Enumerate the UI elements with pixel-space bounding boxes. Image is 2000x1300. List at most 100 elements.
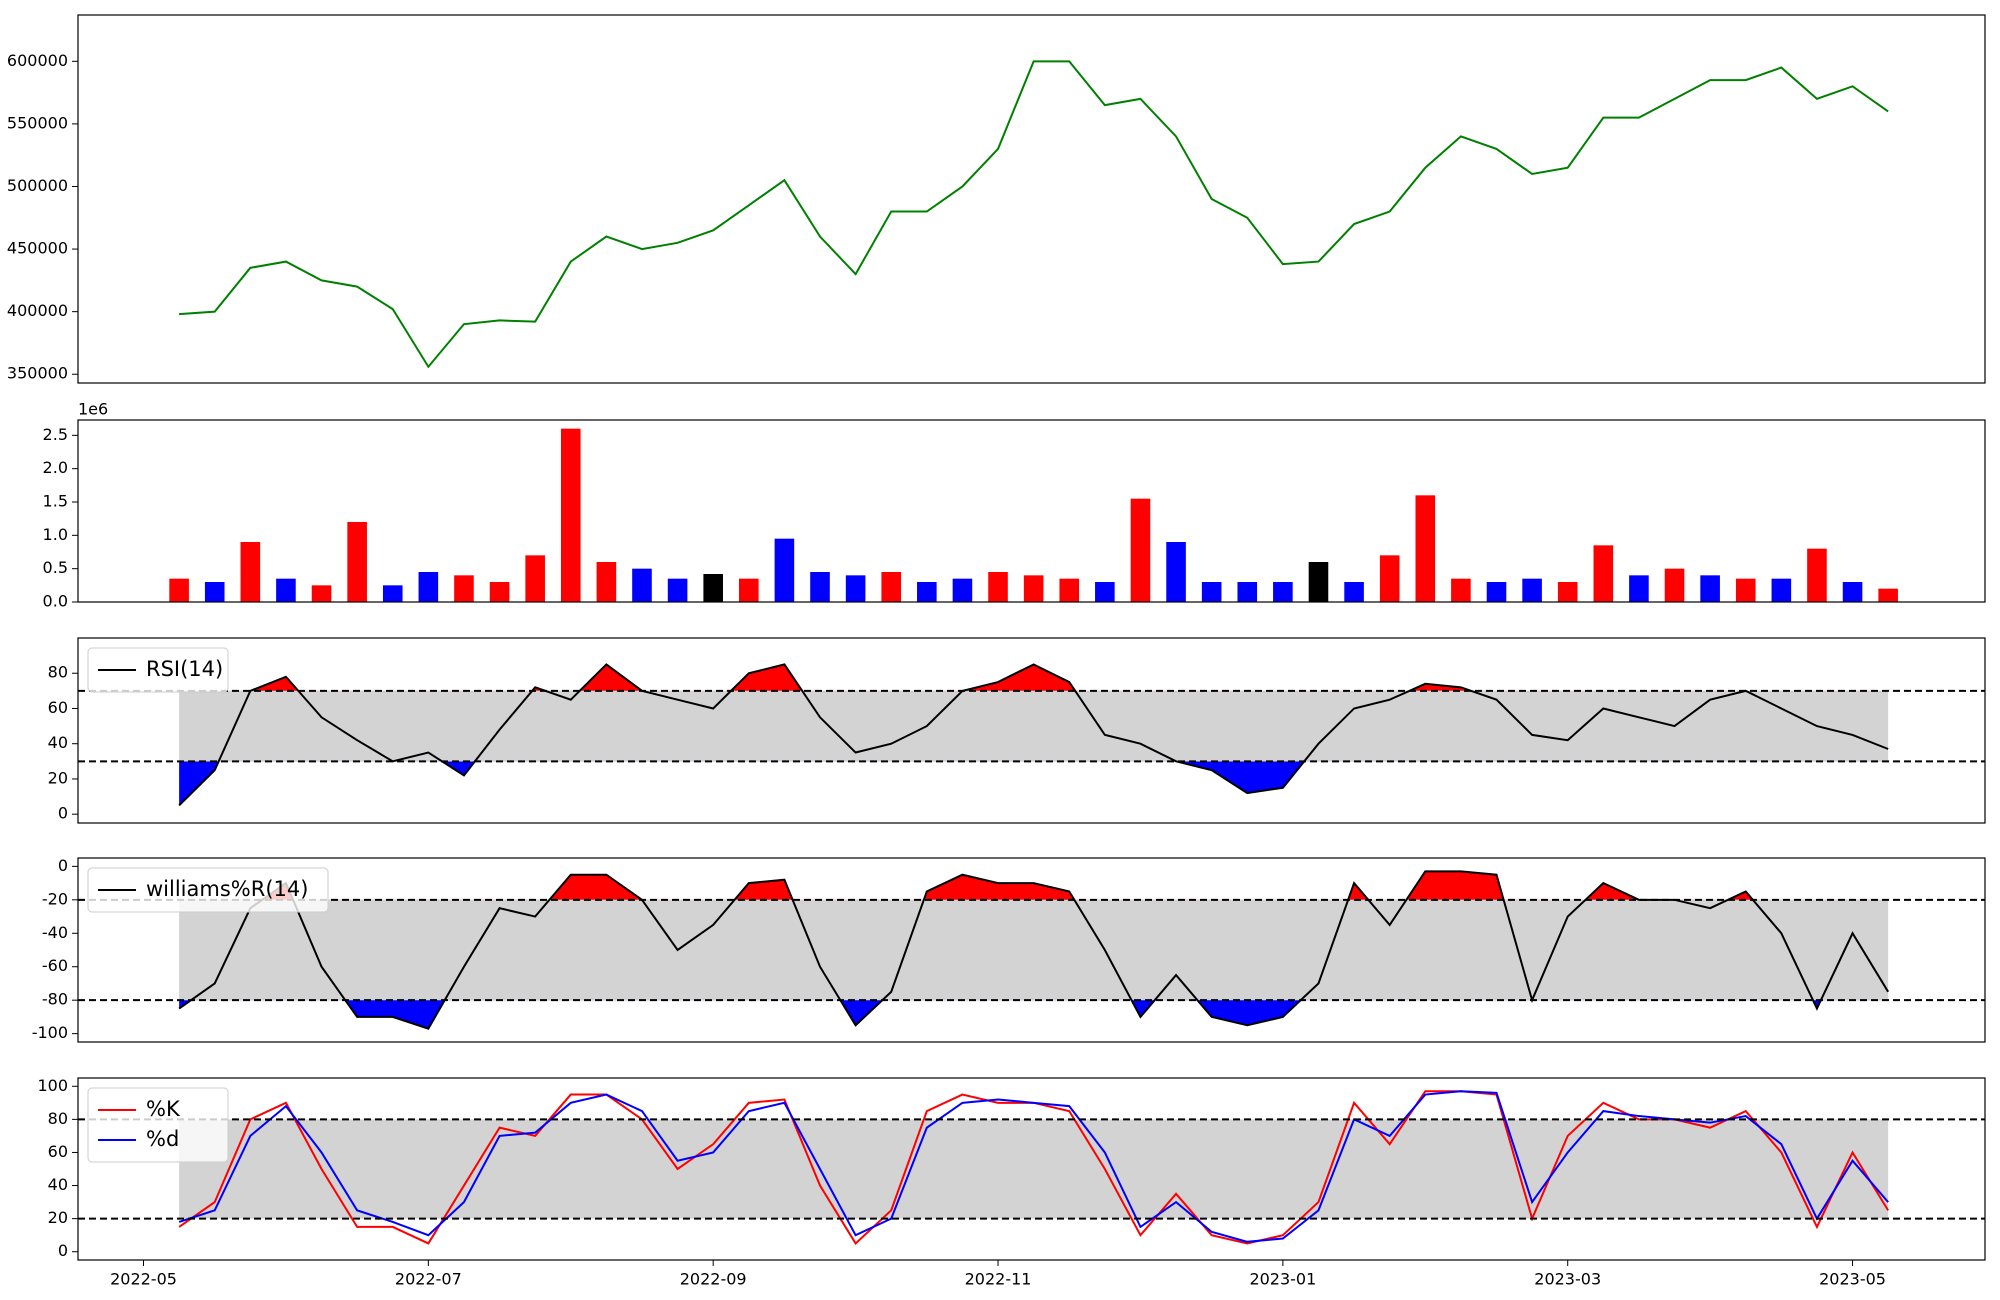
volume-bar <box>311 585 332 602</box>
series-line <box>178 1090 1889 1243</box>
y-tick-label: -100 <box>32 1023 68 1042</box>
volume-bar <box>1593 545 1614 602</box>
y-tick-label: 0 <box>58 804 68 823</box>
volume-bar <box>596 562 617 602</box>
legend-box <box>87 647 229 693</box>
legend-box <box>87 1087 229 1163</box>
volume-bar <box>1771 578 1792 602</box>
plot-area <box>78 663 1985 807</box>
y-tick-label: 0 <box>58 856 68 875</box>
volume-bar <box>1201 582 1222 602</box>
legend-box <box>87 867 329 913</box>
y-tick-label: 80 <box>48 1109 68 1128</box>
y-tick-label: 20 <box>48 1208 68 1227</box>
volume-bar <box>1735 578 1756 602</box>
volume-bar <box>1166 542 1186 602</box>
plot-area <box>179 60 1889 369</box>
legend: RSI(14) <box>87 647 229 693</box>
volume-bar <box>1451 578 1471 602</box>
volume-bar <box>1344 582 1364 602</box>
x-tick-label: 2023-05 <box>1819 1270 1886 1289</box>
y-tick-label: 600000 <box>7 51 68 70</box>
y-tick-label: 40 <box>48 733 68 752</box>
legend-label: %K <box>146 1097 181 1121</box>
neutral-band <box>179 899 1889 1001</box>
y-tick-label: 0 <box>58 1241 68 1260</box>
panel-frame <box>77 419 1986 603</box>
legend-label: RSI(14) <box>146 657 223 681</box>
volume-bar <box>204 582 225 602</box>
y-tick-label: 0.0 <box>43 592 68 611</box>
y-tick-label: 550000 <box>7 113 68 132</box>
volume-bar <box>382 585 403 602</box>
overbought-fill <box>179 871 1889 900</box>
volume-bar <box>632 568 652 602</box>
volume-bar <box>952 578 973 602</box>
panel-frame <box>77 637 1986 824</box>
neutral-band <box>179 1119 1889 1219</box>
volume-bar <box>560 428 581 602</box>
volume-bar <box>1059 578 1080 602</box>
x-tick-label: 2023-01 <box>1249 1270 1316 1289</box>
volume-bar <box>1130 498 1151 602</box>
y-tick-label: -40 <box>42 923 68 942</box>
neutral-band <box>179 690 1889 762</box>
volume-bar <box>810 572 830 602</box>
volume-bar <box>276 578 296 602</box>
panel-frame <box>77 1077 1986 1261</box>
volume-bar <box>1308 562 1329 602</box>
legend-label: %d <box>146 1127 179 1151</box>
volume-bar <box>1557 582 1578 602</box>
volume-bar <box>1522 578 1542 602</box>
volume-bar <box>1379 555 1400 602</box>
volume-bar <box>845 575 866 602</box>
panel-frame <box>77 14 1986 384</box>
volume-bar <box>988 572 1008 602</box>
x-tick-label: 2022-11 <box>965 1270 1032 1289</box>
y-tick-label: 60 <box>48 698 68 717</box>
volume-bar <box>667 578 688 602</box>
y-tick-label: 350000 <box>7 364 68 383</box>
x-tick-label: 2022-07 <box>395 1270 462 1289</box>
volume-bar <box>917 582 937 602</box>
y-tick-label: 2.0 <box>43 458 68 477</box>
volume-bar <box>525 555 545 602</box>
y-tick-label: 80 <box>48 663 68 682</box>
x-tick-label: 2023-03 <box>1534 1270 1601 1289</box>
series-line <box>178 663 1889 807</box>
y-tick-label: 450000 <box>7 239 68 258</box>
volume-bar <box>418 572 439 602</box>
x-tick-label: 2022-09 <box>680 1270 747 1289</box>
volume-bar <box>1486 582 1507 602</box>
y-tick-label: 0.5 <box>43 558 68 577</box>
y-tick-label: 1.0 <box>43 525 68 544</box>
volume-bar <box>739 578 759 602</box>
series-line <box>179 60 1889 369</box>
plot-area <box>169 428 1898 602</box>
axis-offset-label: 1e6 <box>78 400 108 419</box>
volume-bar <box>1237 582 1258 602</box>
volume-bar <box>1842 582 1863 602</box>
y-tick-label: 1.5 <box>43 492 68 511</box>
volume-bar <box>703 574 723 602</box>
y-tick-label: 20 <box>48 768 68 787</box>
y-tick-label: -60 <box>42 956 68 975</box>
volume-bar <box>1807 548 1827 602</box>
x-tick-label: 2022-05 <box>110 1270 177 1289</box>
volume-bar <box>347 522 367 602</box>
volume-bar <box>881 572 902 602</box>
volume-bar <box>1023 575 1044 602</box>
plot-area <box>78 1090 1985 1246</box>
volume-bar <box>1273 582 1293 602</box>
volume-bar <box>1415 495 1436 602</box>
legend: williams%R(14) <box>87 867 329 913</box>
volume-bar <box>774 538 795 602</box>
y-tick-label: 60 <box>48 1142 68 1161</box>
y-tick-label: 2.5 <box>43 425 68 444</box>
legend-label: williams%R(14) <box>146 877 308 901</box>
y-tick-label: -20 <box>42 889 68 908</box>
y-tick-label: 500000 <box>7 176 68 195</box>
y-tick-label: 100 <box>37 1076 68 1095</box>
series-line <box>178 870 1890 1030</box>
